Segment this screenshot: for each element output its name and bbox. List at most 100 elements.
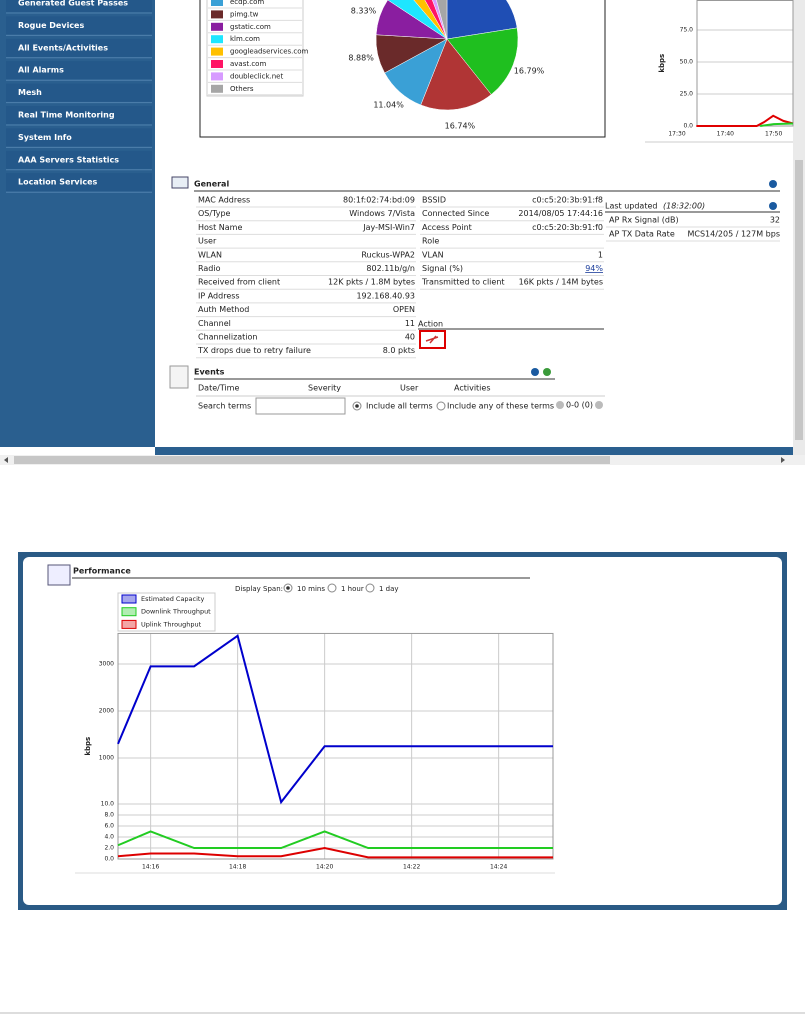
x-tick-label: 17:50	[765, 131, 782, 138]
pie-slice	[424, 0, 448, 40]
row-label: Channel	[198, 319, 231, 328]
menu-label[interactable]: Rogue Devices	[18, 21, 84, 30]
legend-swatch	[121, 619, 137, 629]
menu-label[interactable]: AAA Servers Statistics	[18, 155, 119, 164]
y-axis-label: kbps	[658, 54, 666, 73]
events-icon	[169, 365, 189, 389]
menu-label[interactable]: Location Services	[18, 178, 98, 187]
row-value: c0:c5:20:3b:91:f0	[532, 223, 603, 232]
row-label: Access Point	[422, 223, 472, 232]
collapse-icon[interactable]	[769, 180, 777, 188]
legend-label: avast.com	[230, 60, 266, 68]
span-radio[interactable]	[365, 583, 375, 593]
menu-item[interactable]	[6, 173, 152, 192]
row-label: Received from client	[198, 278, 280, 287]
x-tick-label: 14:24	[490, 864, 507, 871]
legend-label: Estimated Capacity	[141, 595, 204, 603]
span-radio[interactable]	[327, 583, 337, 593]
y-tick-label: 1000	[99, 755, 114, 762]
menu-label[interactable]: Real Time Monitoring	[18, 111, 115, 120]
legend-swatch	[211, 10, 223, 19]
menu-item[interactable]	[6, 38, 152, 57]
legend-swatch	[211, 72, 223, 81]
y-tick-label: 8.0	[104, 812, 114, 819]
menu-label[interactable]: All Events/Activities	[18, 43, 108, 52]
row-label: TX drops due to retry failure	[197, 346, 311, 355]
row-label: Transmitted to client	[421, 278, 505, 287]
menu-item[interactable]	[6, 128, 152, 147]
row-value[interactable]: 94%	[585, 264, 603, 273]
legend-swatch	[211, 47, 223, 56]
legend-label: Uplink Throughput	[141, 620, 202, 628]
menu-label[interactable]: All Alarms	[18, 66, 64, 75]
row-value: 192.168.40.93	[356, 291, 415, 300]
row-label: Connected Since	[422, 209, 489, 218]
span-option[interactable]: 10 mins	[297, 585, 325, 593]
span-option[interactable]: 1 hour	[341, 585, 364, 593]
row-label: Signal (%)	[422, 264, 463, 273]
row-label: Role	[422, 237, 439, 246]
pager-prev[interactable]	[556, 401, 564, 409]
row-label: User	[198, 237, 217, 246]
action-button[interactable]	[419, 330, 446, 349]
x-tick-label: 14:22	[403, 864, 420, 871]
refresh-icon[interactable]	[769, 202, 777, 210]
row-value: 2014/08/05 17:44:16	[518, 209, 603, 218]
menu-item[interactable]	[6, 61, 152, 80]
row-value: 802.11b/g/n	[366, 264, 415, 273]
row-value: MCS14/205 / 127M bps	[687, 230, 780, 239]
pie-slice	[446, 0, 518, 40]
events-add[interactable]	[543, 368, 551, 376]
h-scroll-thumb[interactable]	[14, 456, 610, 464]
legend-label: gstatic.com	[230, 23, 271, 31]
legend-label: Others	[230, 85, 254, 93]
column-header: Severity	[308, 384, 341, 393]
y-tick-label: 0.0	[683, 123, 693, 130]
events-collapse[interactable]	[531, 368, 539, 376]
series-line	[117, 634, 553, 805]
pager-next[interactable]	[595, 401, 603, 409]
column-header: Date/Time	[198, 384, 239, 393]
row-value: c0:c5:20:3b:91:f8	[532, 196, 603, 205]
legend-label: ecdp.com	[230, 0, 264, 6]
section-title: Events	[194, 368, 225, 377]
row-label: BSSID	[422, 196, 446, 205]
radio-any[interactable]	[436, 401, 446, 411]
menu-item[interactable]	[6, 150, 152, 169]
row-label: VLAN	[422, 250, 444, 259]
y-tick-label: 25.0	[680, 90, 694, 97]
menu-label[interactable]: Generated Guest Passes	[18, 0, 128, 8]
menu-item[interactable]	[6, 16, 152, 35]
row-value: Ruckus-WPA2	[361, 250, 415, 259]
search-input[interactable]	[255, 397, 346, 415]
row-label: WLAN	[198, 250, 222, 259]
y-tick-label: 0.0	[104, 856, 114, 863]
row-value: Jay-MSI-Win7	[362, 223, 415, 232]
y-axis-label: kbps	[84, 737, 92, 756]
v-scroll-thumb[interactable]	[795, 160, 803, 440]
row-label: Channelization	[198, 333, 258, 342]
legend-label: klm.com	[230, 35, 260, 43]
option-label[interactable]: Include any of these terms	[447, 402, 554, 411]
menu-item[interactable]	[6, 0, 152, 12]
y-tick-label: 2000	[99, 708, 114, 715]
pie-slice	[432, 0, 448, 40]
pie-slice	[375, 0, 448, 40]
menu-item[interactable]	[6, 106, 152, 124]
menu-label[interactable]: System Info	[18, 133, 72, 142]
column-header: User	[400, 384, 419, 393]
x-tick-label: 17:30	[668, 131, 685, 138]
x-tick-label: 14:18	[229, 864, 246, 871]
option-label[interactable]: Include all terms	[366, 402, 433, 411]
row-label: Radio	[198, 264, 221, 273]
y-tick-label: 4.0	[104, 834, 114, 841]
row-label: AP Rx Signal (dB)	[609, 216, 679, 225]
row-value: 1	[598, 250, 603, 259]
menu-item[interactable]	[6, 83, 152, 102]
pager: 0-0 (0)	[566, 401, 593, 410]
menu-label[interactable]: Mesh	[18, 88, 42, 97]
span-option[interactable]: 1 day	[379, 585, 399, 593]
y-tick-label: 3000	[99, 661, 114, 668]
perf-legend-box	[117, 592, 216, 632]
row-value: 12K pkts / 1.8M bytes	[328, 278, 415, 287]
